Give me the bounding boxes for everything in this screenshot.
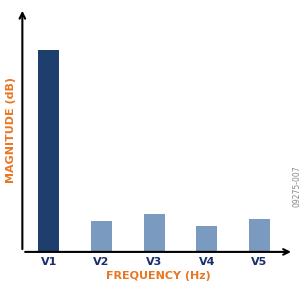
Text: 09275-007: 09275-007 (293, 165, 302, 207)
Bar (143, 214, 165, 252)
X-axis label: FREQUENCY (Hz): FREQUENCY (Hz) (106, 272, 210, 282)
Bar (91, 221, 112, 252)
Bar (249, 220, 270, 252)
Bar (196, 226, 217, 252)
Bar (38, 50, 59, 252)
Y-axis label: MAGNITUDE (dB): MAGNITUDE (dB) (5, 77, 16, 183)
